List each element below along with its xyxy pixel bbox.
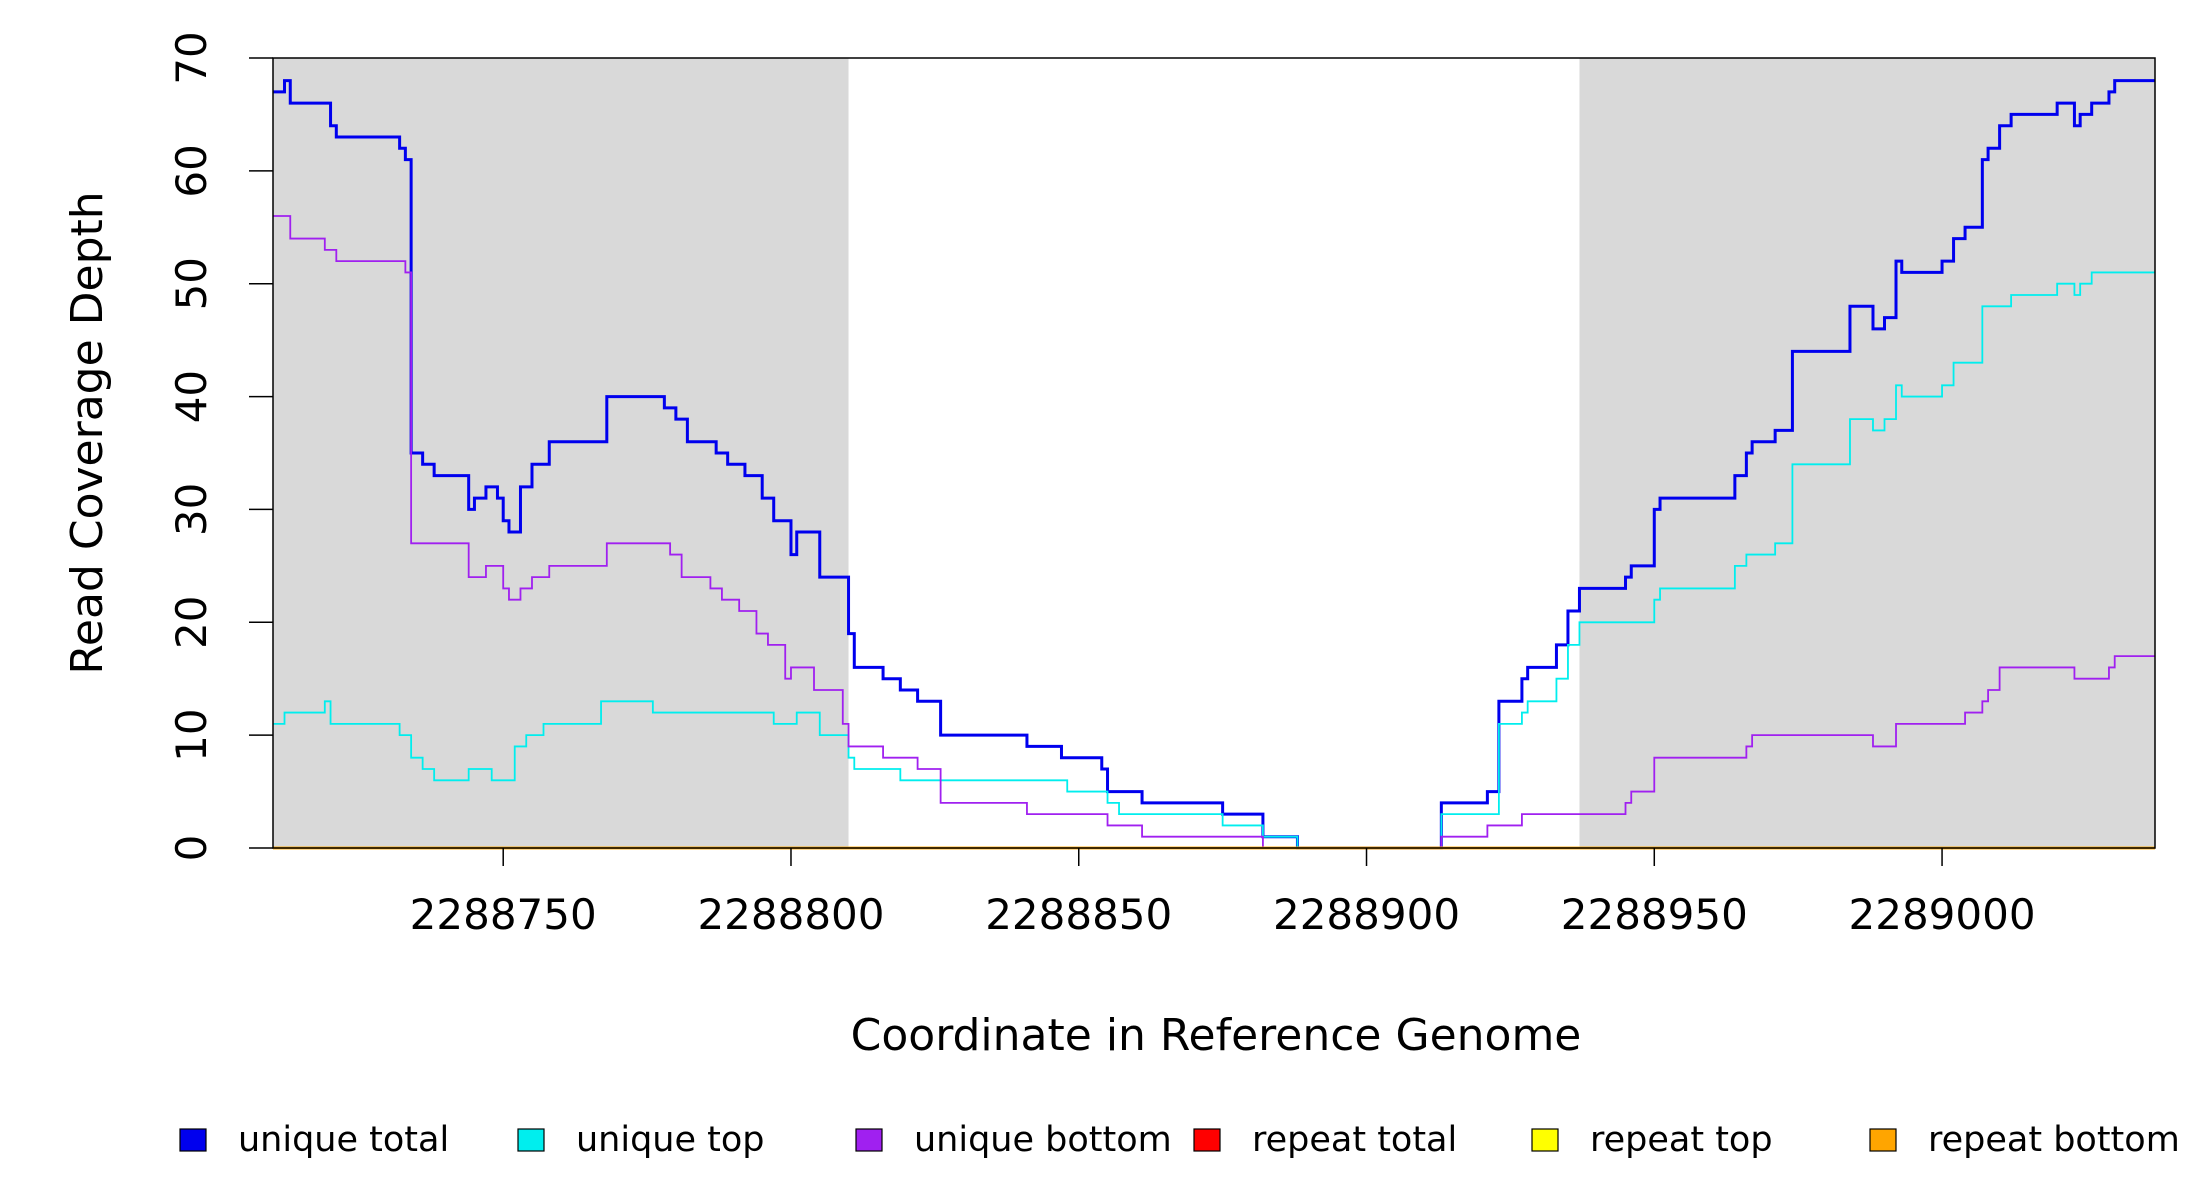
legend-label: unique bottom [914, 1120, 1172, 1160]
legend-swatch [1193, 1128, 1221, 1152]
y-tick-label: 10 [167, 708, 216, 761]
x-tick-label: 2288850 [985, 890, 1172, 939]
shaded-region-2 [1579, 58, 2155, 848]
legend-swatch [1869, 1128, 1897, 1152]
legend-item-repeat-total: repeat total [1193, 1120, 1457, 1160]
x-tick-label: 2289000 [1849, 890, 2036, 939]
x-tick-label: 2288800 [697, 890, 884, 939]
plot-frame [272, 57, 2156, 849]
legend-label: unique total [238, 1120, 449, 1160]
legend-label: unique top [576, 1120, 765, 1160]
x-tick-label: 2288950 [1561, 890, 1748, 939]
legend-label: repeat top [1590, 1120, 1773, 1160]
legend-item-repeat-top: repeat top [1531, 1120, 1773, 1160]
y-tick-label: 20 [167, 596, 216, 649]
legend-swatch [517, 1128, 545, 1152]
shaded-region-1 [273, 58, 849, 848]
y-tick-label: 60 [167, 144, 216, 197]
legend-swatch [179, 1128, 207, 1152]
y-axis-title: Read Coverage Depth [62, 191, 113, 674]
shaded-regions [273, 58, 2155, 848]
y-tick-label: 70 [167, 31, 216, 84]
x-tick-label: 2288750 [410, 890, 597, 939]
legend-item-unique-total: unique total [179, 1120, 449, 1160]
legend-swatch [1531, 1128, 1559, 1152]
y-tick-label: 0 [167, 835, 216, 862]
x-axis-title: Coordinate in Reference Genome [851, 1010, 1582, 1061]
legend-item-repeat-bottom: repeat bottom [1869, 1120, 2180, 1160]
legend-label: repeat bottom [1928, 1120, 2180, 1160]
x-axis: 2288750 2288800 2288850 2288900 2288950 22890… [410, 848, 2036, 939]
y-tick-label: 50 [167, 257, 216, 310]
legend-item-unique-top: unique top [517, 1120, 765, 1160]
legend-label: repeat total [1252, 1120, 1457, 1160]
y-tick-label: 30 [167, 483, 216, 536]
series-line-unique-bottom [273, 215, 2155, 849]
legend-swatch [855, 1128, 883, 1152]
x-tick-label: 2288900 [1273, 890, 1460, 939]
series-line-unique-total [273, 79, 2155, 850]
y-tick-label: 40 [167, 370, 216, 423]
legend-item-unique-bottom: unique bottom [855, 1120, 1172, 1160]
legend: unique total unique top unique bottom repea… [179, 1120, 2180, 1160]
y-axis: 0 10 20 30 40 50 60 70 [167, 31, 273, 861]
